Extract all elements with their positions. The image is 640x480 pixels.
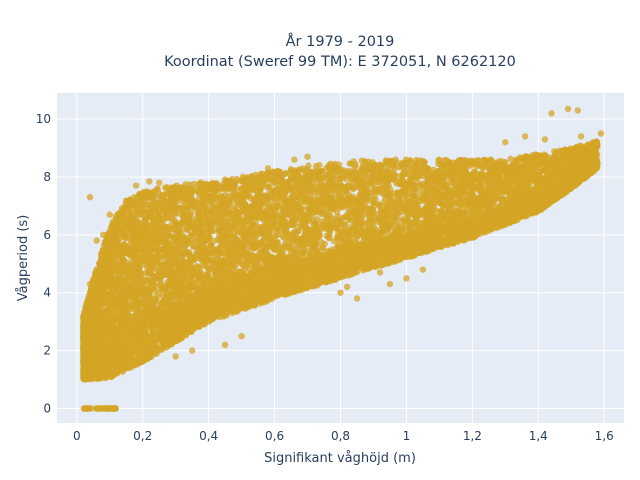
data-point: [507, 155, 514, 162]
chart-title-line-2: Koordinat (Sweref 99 TM): E 372051, N 62…: [164, 54, 516, 70]
data-point: [316, 162, 323, 169]
data-point: [305, 162, 312, 169]
data-point: [287, 165, 295, 173]
data-points: [80, 105, 605, 412]
chart-title-line-1: År 1979 - 2019: [286, 33, 395, 50]
